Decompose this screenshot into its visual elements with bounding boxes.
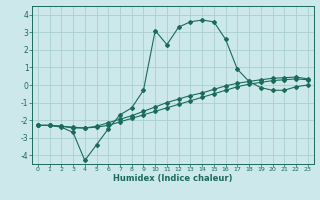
X-axis label: Humidex (Indice chaleur): Humidex (Indice chaleur) <box>113 174 233 183</box>
